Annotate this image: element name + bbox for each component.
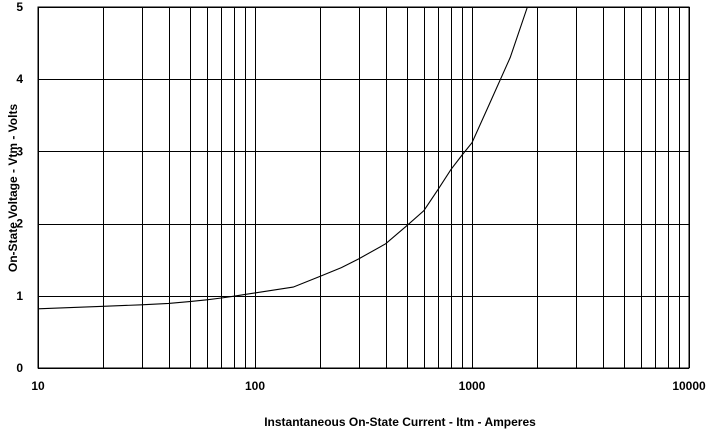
x-tick-labels: 10 100 1000 10000 (31, 379, 706, 393)
series-line-vtm-itm (38, 7, 528, 310)
x-tick-label: 1000 (459, 379, 486, 393)
x-tick-label: 10000 (672, 379, 706, 393)
grid-lines (38, 7, 690, 369)
y-tick-label: 5 (16, 0, 23, 14)
x-tick-label: 10 (31, 379, 45, 393)
y-tick-label: 4 (16, 72, 23, 86)
y-tick-label: 1 (16, 289, 23, 303)
y-tick-label: 2 (16, 217, 23, 231)
x-tick-label: 100 (245, 379, 265, 393)
x-axis-title: Instantaneous On-State Current - Itm - A… (264, 415, 536, 429)
plot-frame (37, 6, 690, 369)
y-tick-label: 3 (16, 144, 23, 158)
y-axis-title: On-State Voltage - Vtm - Volts (6, 104, 20, 273)
y-tick-label: 0 (16, 361, 23, 375)
y-tick-labels: 0 1 2 3 4 5 (16, 0, 23, 375)
